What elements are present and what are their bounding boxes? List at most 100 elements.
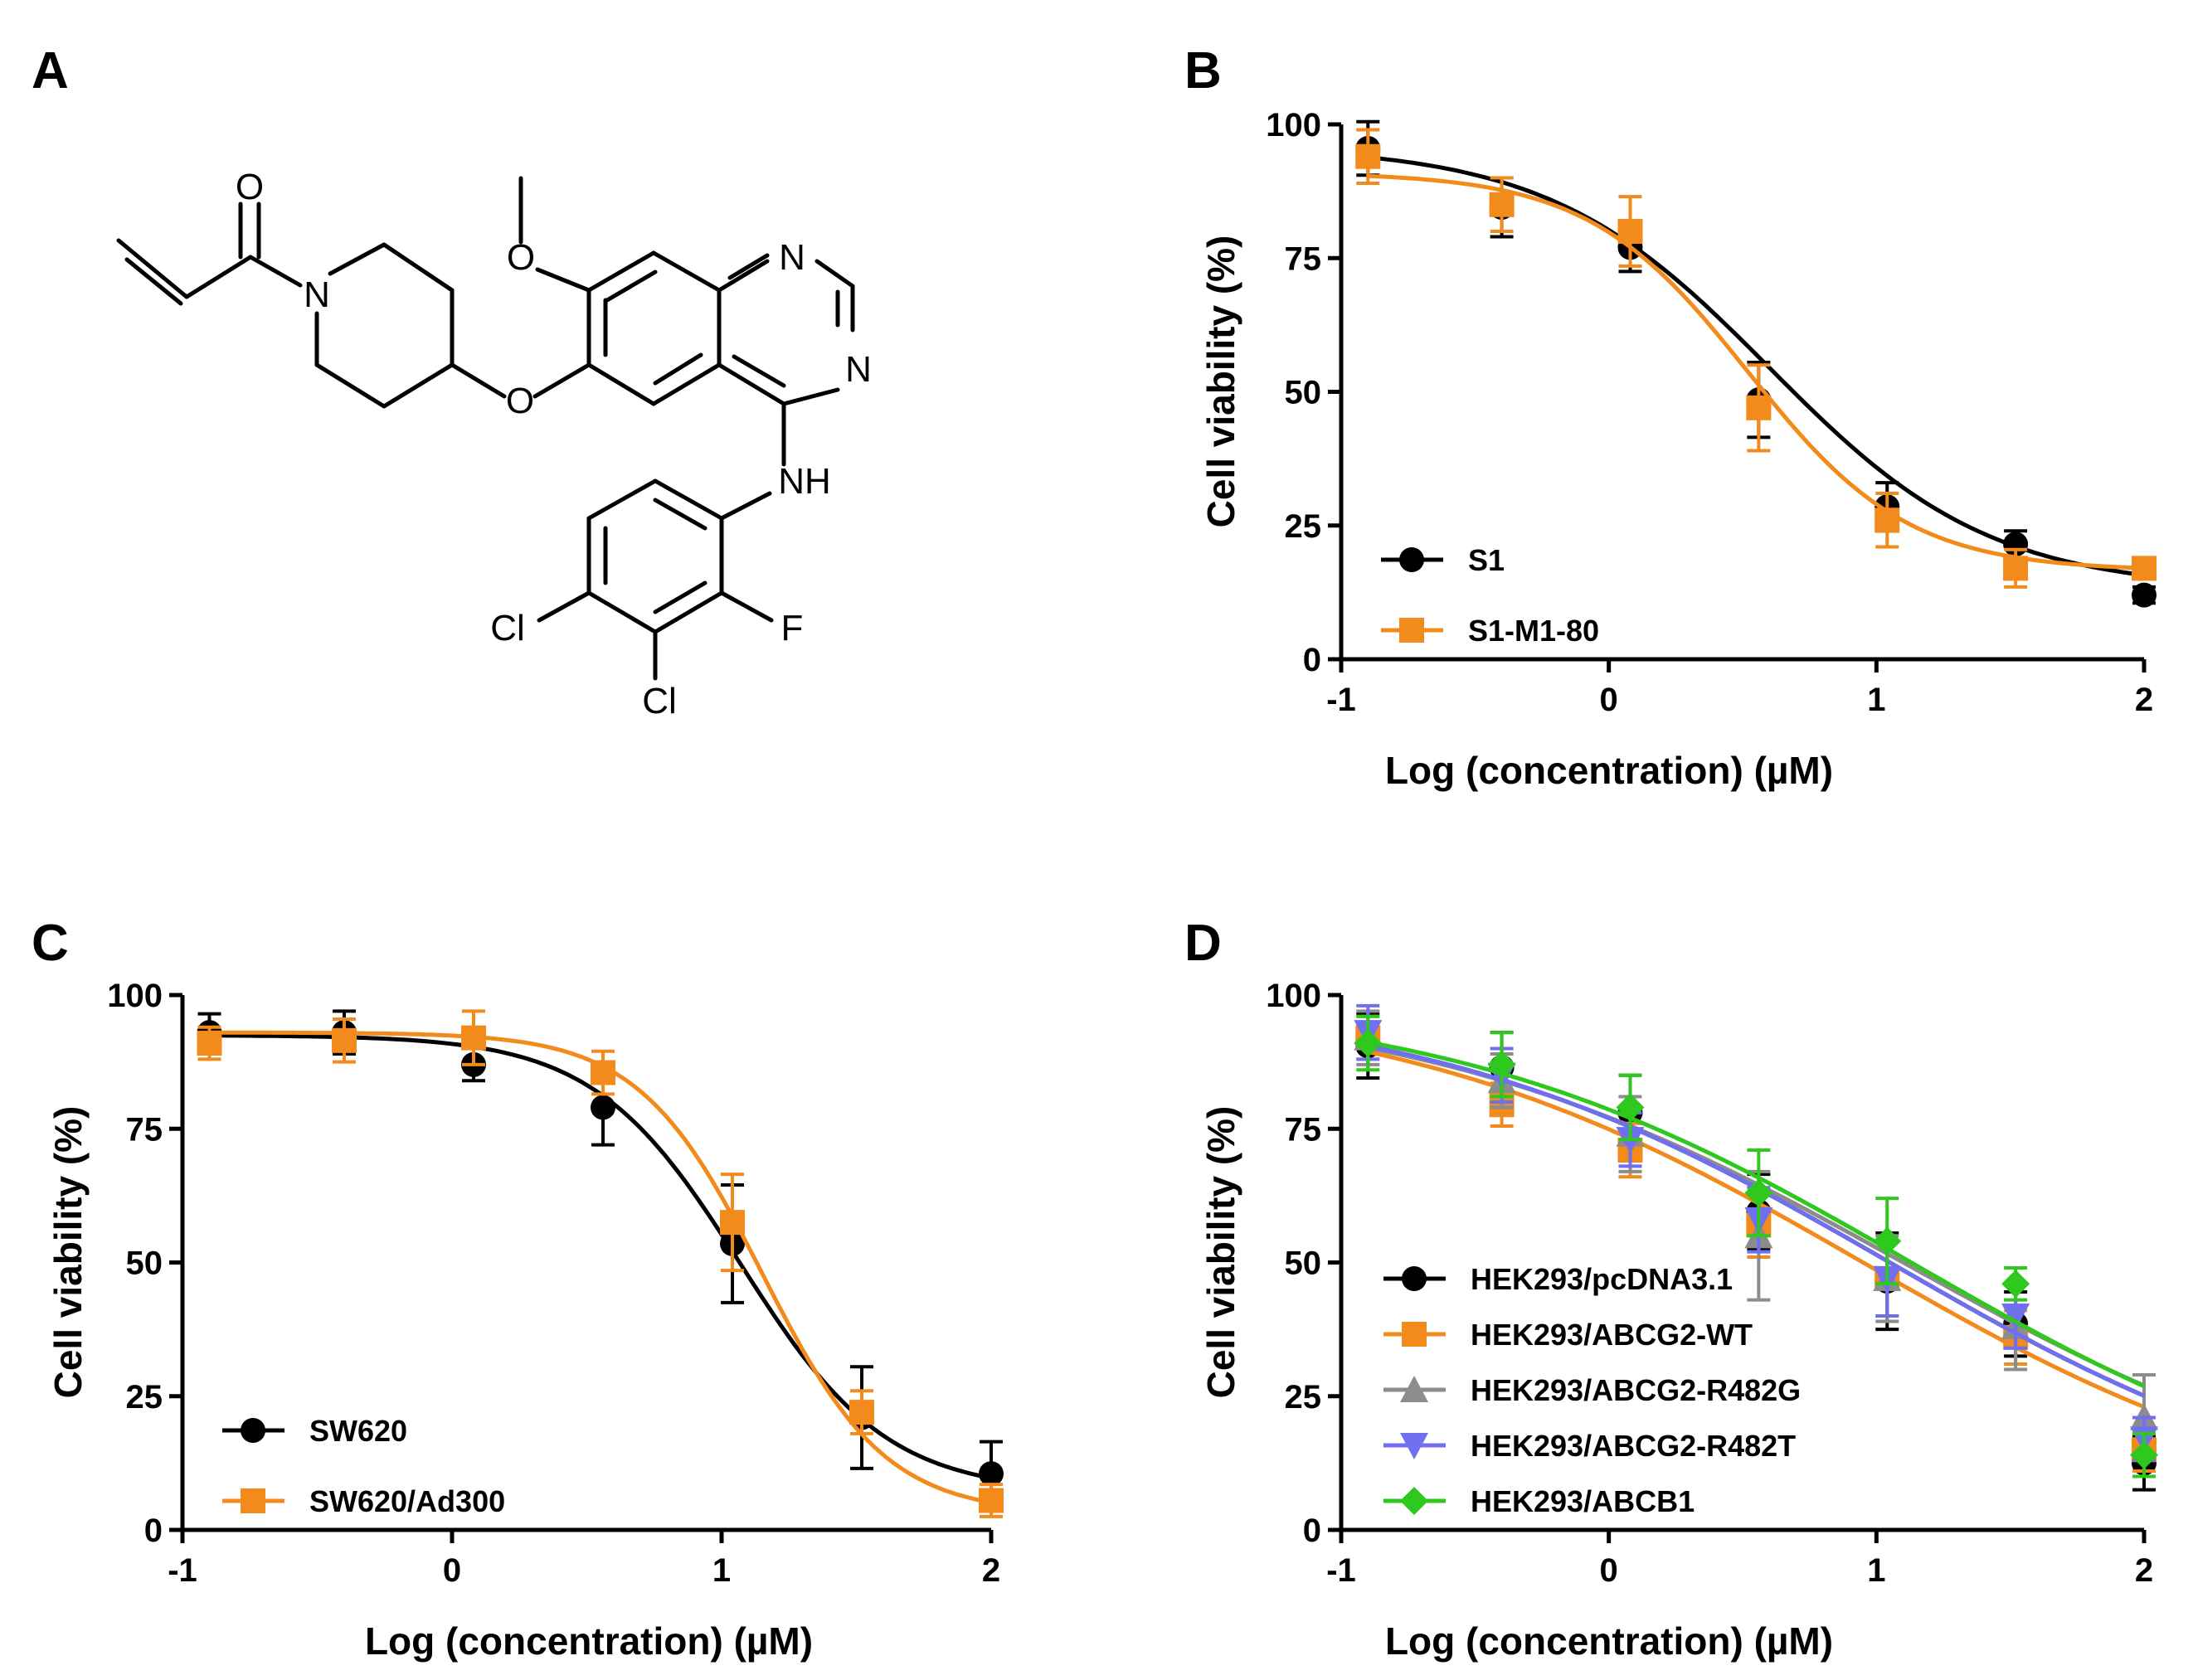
data-point [197, 1031, 222, 1056]
y-tick-label: 0 [1303, 642, 1321, 678]
panel-label-c: C [32, 915, 69, 972]
legend-marker [1399, 618, 1424, 643]
bond [248, 255, 303, 288]
y-tick-label: 100 [1266, 978, 1321, 1014]
bond [328, 242, 387, 276]
data-point [1744, 1178, 1773, 1207]
data-point [461, 1025, 486, 1051]
x-axis-title: Log (concentration) (µM) [1385, 1619, 1833, 1663]
x-tick-label: 1 [712, 1552, 731, 1589]
x-tick-label: 1 [1867, 1552, 1885, 1589]
chart-panel-d: Cell viability (%) Log (concentration) (… [1199, 978, 2158, 1663]
y-axis-title: Cell viability (%) [46, 1106, 90, 1399]
chemical-structure [116, 176, 855, 681]
legend-label: SW620/Ad300 [309, 1484, 505, 1518]
data-point [1873, 1226, 1902, 1255]
bond [535, 267, 591, 293]
atom-label: N [304, 274, 330, 315]
bond [651, 250, 722, 293]
bond [382, 242, 455, 293]
y-tick-label: 75 [1285, 240, 1322, 277]
fit-curve [1368, 173, 2145, 571]
data-point [2001, 1270, 2030, 1299]
y-tick-label: 50 [1285, 1245, 1322, 1282]
y-tick-label: 25 [1285, 508, 1322, 545]
legend-label: S1 [1468, 543, 1505, 577]
data-point [849, 1400, 874, 1425]
legend-marker [1402, 1322, 1427, 1347]
atom-label: N [779, 237, 805, 278]
panel-label-a: A [32, 42, 69, 100]
bond [653, 580, 707, 614]
x-tick-label: -1 [1326, 1552, 1356, 1589]
legend-label: HEK293/ABCG2-R482T [1471, 1429, 1796, 1463]
data-point [1875, 507, 1900, 533]
legend-marker [241, 1418, 265, 1443]
atom-label: Cl [490, 608, 525, 648]
legend-label: HEK293/ABCG2-WT [1471, 1318, 1753, 1352]
y-tick-label: 75 [126, 1111, 163, 1148]
legend-label: HEK293/pcDNA3.1 [1471, 1262, 1733, 1296]
legend-marker [1402, 1266, 1427, 1291]
data-point [979, 1488, 1004, 1513]
data-point [591, 1095, 615, 1120]
data-point [2130, 1440, 2158, 1469]
legend-marker [241, 1488, 265, 1513]
bond [586, 250, 656, 293]
legend-marker [1400, 1487, 1428, 1515]
atom-label: O [507, 237, 535, 278]
y-tick-label: 50 [1285, 375, 1322, 411]
chart-panel-c: Cell viability (%) Log (concentration) (… [46, 978, 1004, 1663]
legend-label: HEK293/ABCG2-R482G [1471, 1373, 1801, 1407]
bond [586, 590, 658, 634]
bond [653, 498, 707, 531]
x-tick-label: 2 [982, 1552, 1000, 1589]
atom-label: O [506, 381, 534, 421]
bond [382, 362, 455, 409]
data-point [1489, 192, 1515, 217]
data-point [720, 1210, 745, 1236]
data-point [1487, 1050, 1516, 1079]
bond [727, 253, 770, 280]
y-tick-label: 100 [1266, 107, 1321, 143]
bond [314, 362, 387, 409]
data-point [2001, 1304, 2030, 1330]
bond [532, 362, 591, 399]
x-axis-title: Log (concentration) (µM) [1385, 749, 1833, 792]
atom-label: F [781, 608, 804, 648]
x-tick-label: 2 [2135, 682, 2153, 718]
legend-marker [1400, 1376, 1428, 1402]
legend-label: SW620 [309, 1414, 407, 1448]
data-point [2132, 582, 2157, 608]
bond [537, 590, 591, 623]
atom-label: Cl [642, 681, 677, 721]
y-tick-label: 75 [1285, 1111, 1322, 1148]
bond [605, 269, 658, 303]
data-point [1354, 1029, 1383, 1058]
legend-marker [1399, 547, 1424, 572]
x-axis-title: Log (concentration) (µM) [365, 1619, 813, 1663]
y-tick-label: 100 [107, 978, 163, 1014]
bond [124, 257, 183, 306]
bond [586, 478, 658, 521]
x-tick-label: 0 [1600, 1552, 1618, 1589]
bond [653, 352, 703, 386]
bond [814, 259, 855, 289]
bond [653, 590, 724, 634]
x-tick-label: 1 [1867, 682, 1885, 718]
bond [732, 354, 786, 388]
atom-label: O [236, 167, 264, 207]
bond [586, 362, 656, 406]
atom-label: N [845, 349, 872, 390]
y-axis-title: Cell viability (%) [1199, 235, 1242, 528]
bond [717, 362, 786, 406]
legend-label: HEK293/ABCB1 [1471, 1484, 1695, 1518]
panel-label-b: B [1184, 42, 1222, 100]
data-point [979, 1461, 1004, 1487]
bond [719, 590, 774, 623]
chart-panel-b: Cell viability (%) Log (concentration) (… [1199, 107, 2157, 792]
y-tick-label: 0 [1303, 1512, 1321, 1549]
x-tick-label: -1 [168, 1552, 197, 1589]
y-axis-title: Cell viability (%) [1199, 1106, 1242, 1399]
